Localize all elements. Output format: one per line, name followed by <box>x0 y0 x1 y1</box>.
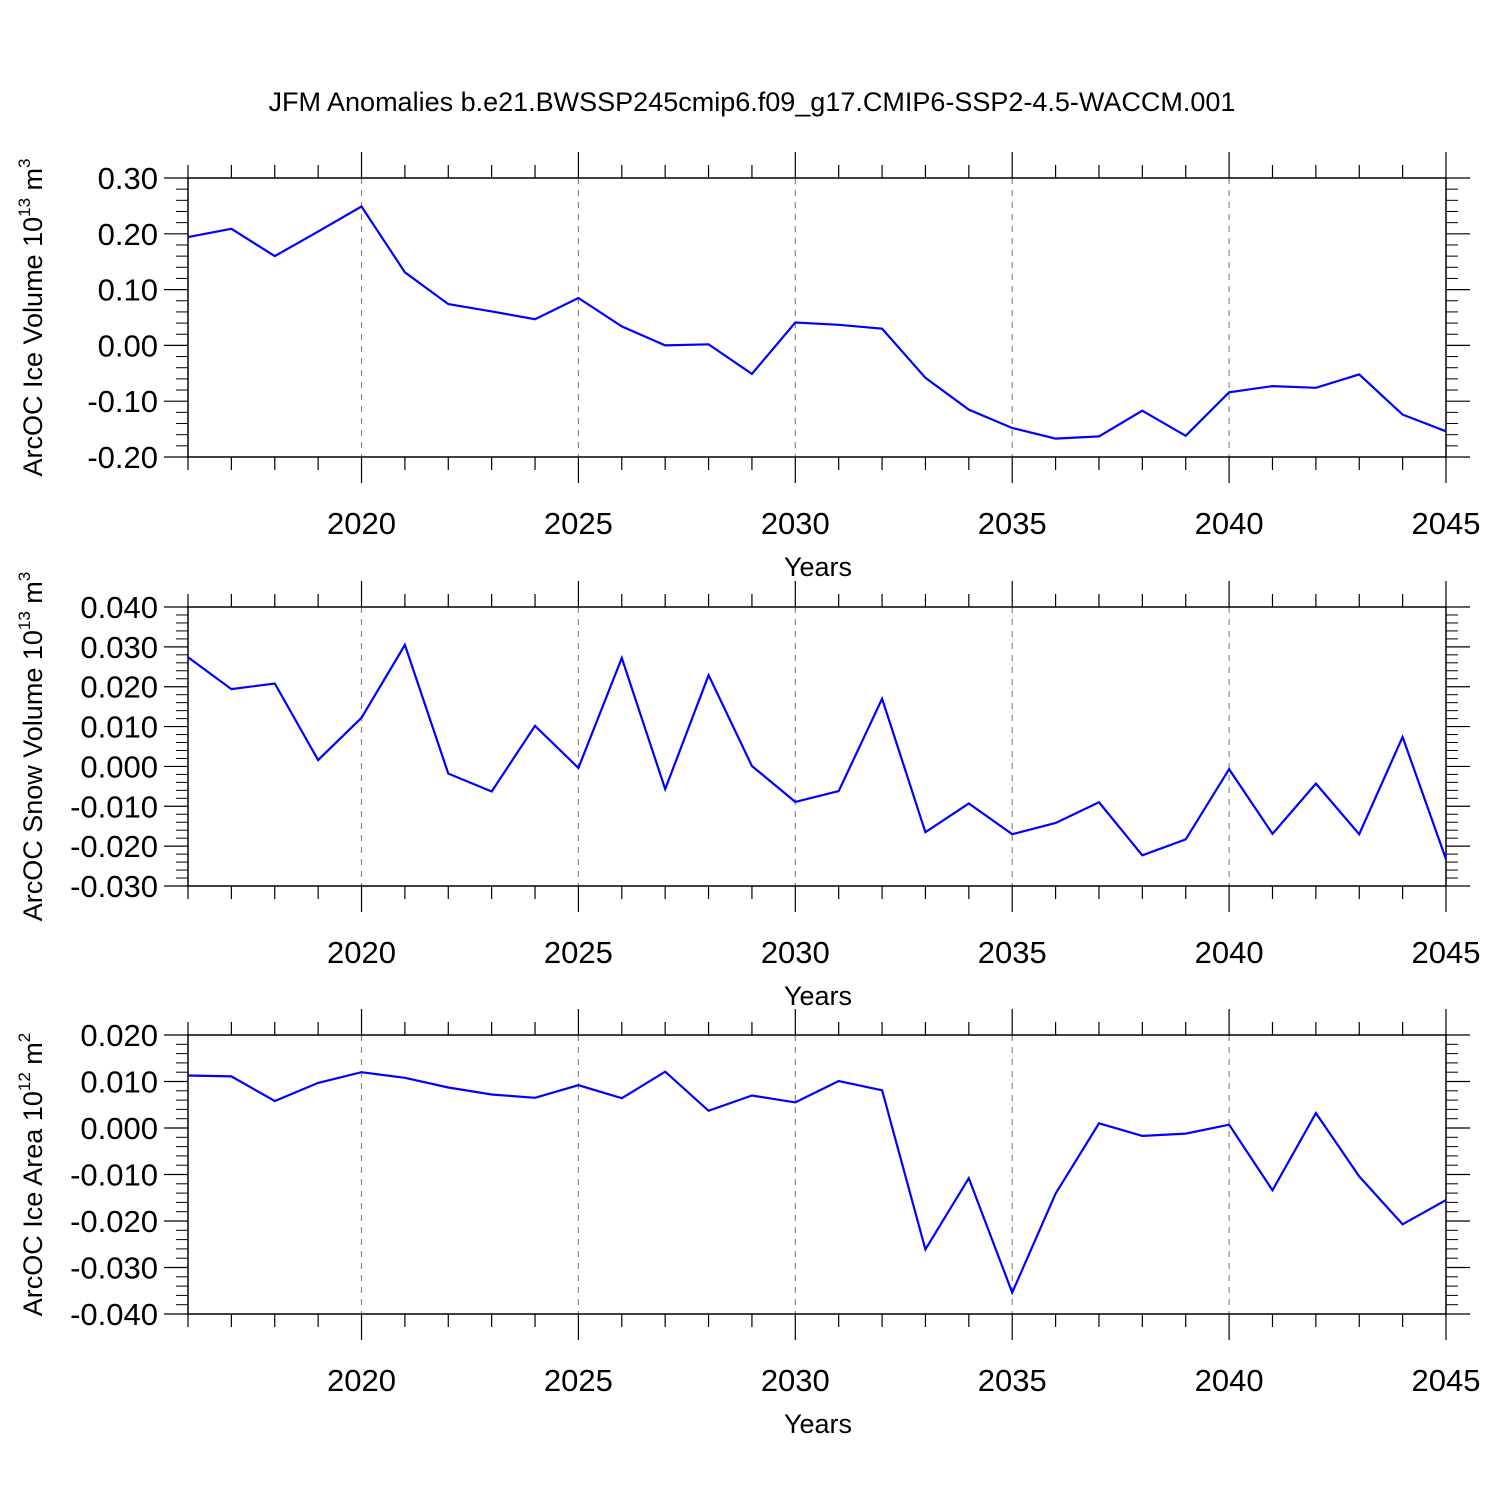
series-line <box>187 205 1447 440</box>
x-tick-label: 2030 <box>761 506 830 541</box>
y-axis-label-exponent: 13 <box>15 611 34 630</box>
y-tick-label: 0.00 <box>98 328 158 363</box>
y-axis-label-unit-exponent: 2 <box>15 1033 34 1042</box>
x-tick-label: 2030 <box>761 1363 830 1398</box>
y-tick-label: 0.20 <box>98 217 158 252</box>
y-tick-label: 0.020 <box>80 1018 158 1053</box>
y-axis-label-exponent: 13 <box>15 198 34 217</box>
y-axis-label: ArcOC Ice Volume 1013 m3 <box>15 158 48 476</box>
panel-ice-area: -0.040 -0.030 -0.020 -0.010 0.000 0.010 0.020 2… <box>15 1009 1480 1439</box>
y-axis-label-unit: m <box>18 581 48 611</box>
panel-snow-volume: -0.030 -0.020 -0.010 0.000 0.010 0.020 0.030 0.… <box>15 572 1480 1011</box>
x-axis-label: Years <box>784 1409 852 1439</box>
y-axis-label-unit-exponent: 3 <box>15 572 34 581</box>
y-tick-label: 0.000 <box>80 1111 158 1146</box>
y-tick-label: -0.010 <box>70 789 158 824</box>
y-axis-label-unit-exponent: 3 <box>15 158 34 167</box>
plot-frame <box>187 177 1447 458</box>
y-tick-label: -0.030 <box>70 1251 158 1286</box>
chart-title: JFM Anomalies b.e21.BWSSP245cmip6.f09_g1… <box>269 87 1236 117</box>
y-axis-label: ArcOC Snow Volume 1013 m3 <box>15 572 48 922</box>
y-tick-label: -0.040 <box>70 1297 158 1332</box>
x-tick-label: 2035 <box>978 935 1047 970</box>
x-tick-label: 2040 <box>1195 935 1264 970</box>
x-tick-label: 2035 <box>978 506 1047 541</box>
y-tick-label: -0.010 <box>70 1158 158 1193</box>
x-tick-label: 2025 <box>544 935 613 970</box>
series-line <box>187 1070 1447 1296</box>
x-tick-label: 2020 <box>327 935 396 970</box>
plot-frame <box>187 606 1447 887</box>
y-axis-label-exponent: 12 <box>15 1072 34 1091</box>
x-axis-label: Years <box>784 981 852 1011</box>
y-tick-label: -0.020 <box>70 1204 158 1239</box>
x-tick-label: 2040 <box>1195 1363 1264 1398</box>
x-tick-label: 2020 <box>327 506 396 541</box>
x-tick-label: 2025 <box>544 1363 613 1398</box>
y-tick-label: -0.030 <box>70 869 158 904</box>
y-axis-label-text: ArcOC Snow Volume 10 <box>18 630 48 921</box>
x-axis-label: Years <box>784 552 852 582</box>
series-line <box>187 642 1448 860</box>
y-tick-label: 0.10 <box>98 273 158 308</box>
y-tick-label: 0.030 <box>80 630 158 665</box>
panel-ice-volume: -0.20 -0.10 0.00 0.10 0.20 0.30 2020 2025 2030 20… <box>15 152 1480 582</box>
y-tick-label: 0.040 <box>80 590 158 625</box>
y-axis-label-unit: m <box>18 168 48 198</box>
x-tick-label: 2030 <box>761 935 830 970</box>
y-tick-label: -0.020 <box>70 829 158 864</box>
y-axis-label-unit: m <box>18 1042 48 1072</box>
y-tick-label: 0.30 <box>98 161 158 196</box>
x-tick-label: 2020 <box>327 1363 396 1398</box>
x-tick-label: 2045 <box>1412 935 1481 970</box>
y-tick-label: 0.020 <box>80 670 158 705</box>
x-tick-label: 2040 <box>1195 506 1264 541</box>
y-axis-label: ArcOC Ice Area 1012 m2 <box>15 1033 48 1317</box>
y-axis-label-text: ArcOC Ice Volume 10 <box>18 217 48 477</box>
x-tick-label: 2035 <box>978 1363 1047 1398</box>
x-tick-label: 2045 <box>1412 1363 1481 1398</box>
y-tick-label: 0.010 <box>80 1065 158 1100</box>
y-tick-label: -0.20 <box>87 440 158 475</box>
y-tick-label: 0.000 <box>80 749 158 784</box>
y-tick-label: -0.10 <box>87 384 158 419</box>
x-tick-label: 2025 <box>544 506 613 541</box>
x-tick-label: 2045 <box>1412 506 1481 541</box>
y-tick-label: 0.010 <box>80 710 158 745</box>
y-axis-label-text: ArcOC Ice Area 10 <box>18 1091 48 1316</box>
